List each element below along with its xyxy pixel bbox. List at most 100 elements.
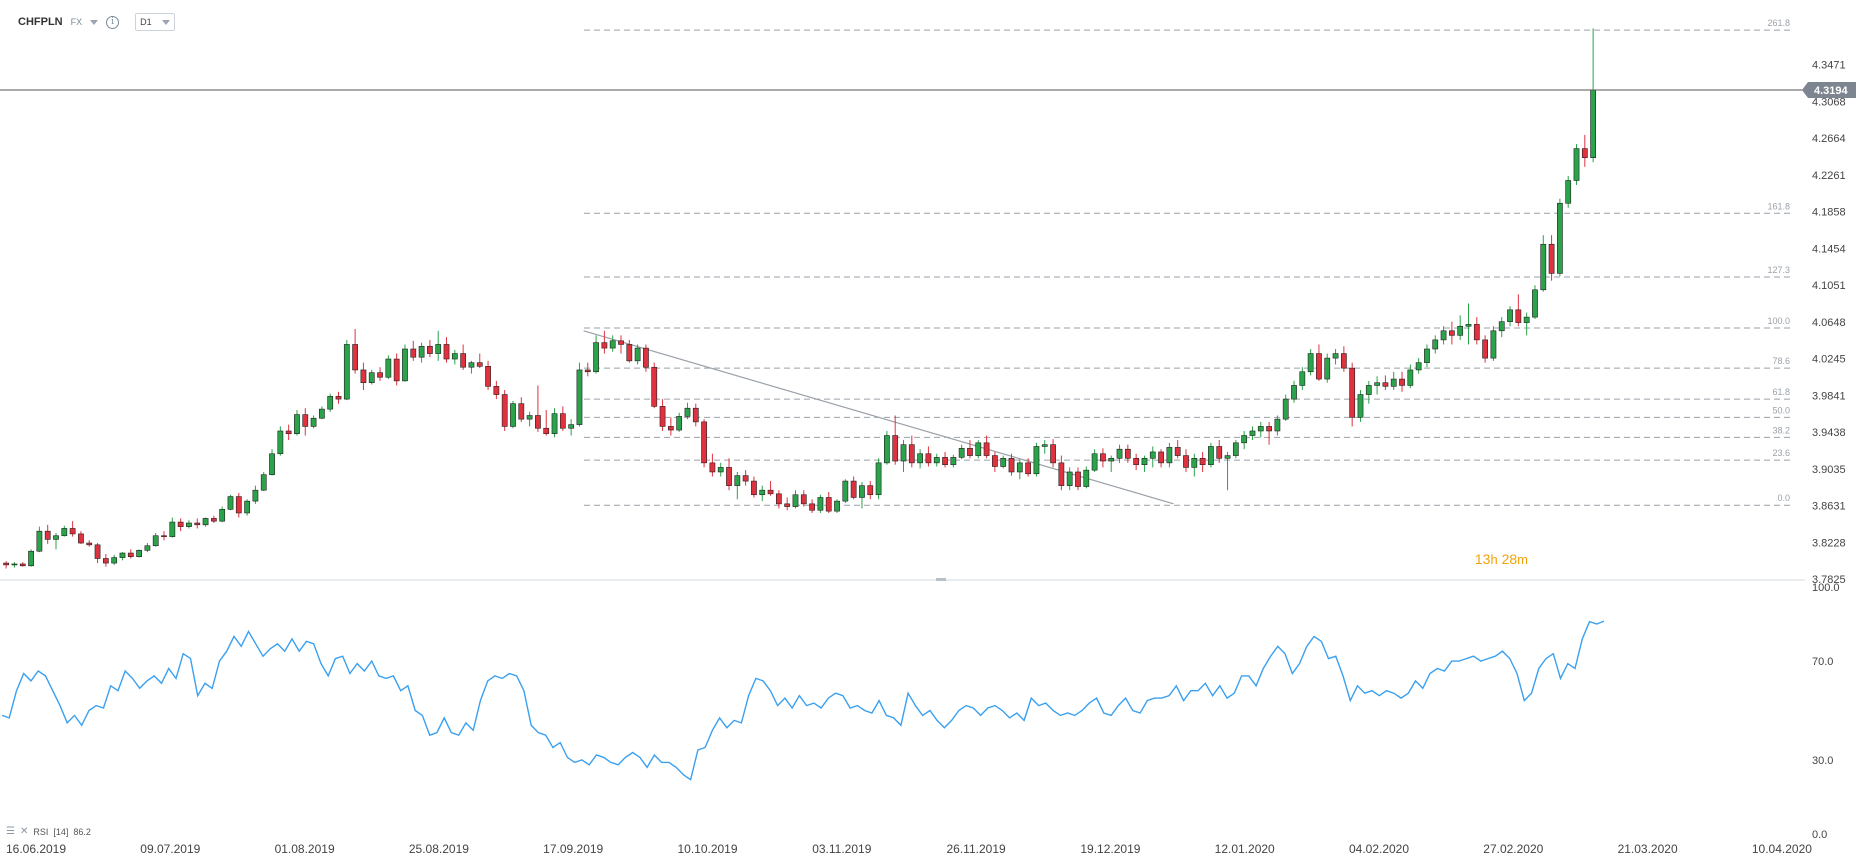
candle-body [792, 494, 799, 507]
candle [1141, 455, 1148, 472]
candle-body [86, 542, 93, 546]
candle [734, 471, 741, 500]
candle-body [892, 435, 899, 462]
candle-body [834, 500, 840, 512]
candle-body [169, 521, 176, 537]
candle [958, 444, 965, 460]
price-tick-label: 4.1051 [1812, 280, 1846, 292]
candle-body [800, 494, 807, 505]
candle-body [202, 518, 209, 526]
candle [36, 526, 43, 553]
candle-body [1149, 451, 1156, 459]
candle [1565, 175, 1572, 208]
candle-body [1174, 447, 1181, 456]
chevron-down-icon[interactable] [90, 19, 99, 25]
candle [1100, 448, 1106, 468]
candle-body [817, 497, 824, 511]
candle-body [111, 557, 118, 564]
rsi-tick-label: 100.0 [1812, 582, 1840, 594]
candle-body [451, 353, 458, 360]
candle-body [518, 403, 525, 420]
candle [1473, 317, 1480, 345]
countdown-minutes-unit: m [1517, 552, 1528, 567]
candle-body [393, 358, 400, 382]
candle [402, 344, 408, 382]
candle-body [94, 544, 101, 559]
candle [967, 440, 973, 459]
candle-body [418, 345, 425, 358]
candle-body [302, 414, 309, 427]
candle [111, 554, 118, 565]
pane-resize-handle [936, 578, 946, 581]
symbol-name[interactable]: CHFPLN [18, 16, 63, 28]
current-price-label: 4.3194 [1814, 85, 1849, 97]
candle [1573, 144, 1580, 186]
candle [1532, 285, 1538, 319]
candle [294, 410, 300, 436]
candle-body [1590, 89, 1597, 159]
candle-body [942, 457, 948, 465]
close-icon[interactable]: ✕ [19, 826, 29, 837]
candle [1299, 367, 1306, 390]
candle [867, 481, 874, 500]
candle-body [1257, 426, 1264, 432]
candle [1008, 453, 1015, 476]
candle [102, 553, 109, 567]
candle [510, 400, 516, 429]
candle-body [294, 414, 300, 435]
candle [1415, 358, 1422, 374]
settings-icon[interactable]: ☰ [6, 826, 15, 837]
price-tick-label: 4.1858 [1812, 207, 1846, 219]
candle-body [144, 545, 151, 551]
candle [576, 362, 583, 427]
candle [784, 497, 791, 511]
candle [767, 481, 774, 496]
candle-body [1133, 458, 1140, 465]
candle-body [161, 535, 167, 538]
candle [1581, 134, 1588, 167]
candle-body [1307, 353, 1314, 373]
candle-body [543, 427, 550, 435]
candle-body [1199, 458, 1206, 465]
candle [1357, 389, 1364, 422]
timeframe-select[interactable]: D1 [135, 13, 175, 31]
candle [1365, 380, 1372, 404]
rsi-period: [14] [53, 826, 69, 837]
candle-body [950, 457, 957, 465]
candle [759, 485, 766, 502]
fib-level-label: 261.8 [1767, 18, 1790, 28]
candle [169, 517, 176, 538]
candle [900, 440, 907, 472]
candle-body [576, 369, 583, 425]
candle-body [659, 406, 666, 427]
candle [634, 344, 641, 365]
date-tick-label: 01.08.2019 [275, 842, 335, 856]
candle [144, 543, 151, 553]
candle-body [343, 344, 350, 400]
candle [1498, 317, 1505, 338]
candle [1457, 315, 1464, 340]
candle-body [734, 475, 741, 486]
candle [1116, 444, 1123, 463]
candle [11, 562, 18, 568]
candle [618, 335, 624, 354]
candle-body [36, 530, 43, 552]
candle [1224, 451, 1231, 491]
candle-body [186, 522, 192, 527]
fib-level-label: 23.6 [1772, 448, 1790, 458]
candle [493, 380, 500, 400]
candle [1108, 455, 1115, 472]
candle-body [1274, 418, 1281, 432]
candle [1066, 467, 1073, 491]
candle-body [1000, 458, 1007, 467]
candle-body [53, 535, 59, 540]
chart-toolbar: CHFPLN FX i D1 [18, 12, 175, 32]
candle-body [1083, 469, 1090, 487]
candle [1050, 439, 1056, 468]
candle-body [19, 563, 26, 567]
info-icon[interactable]: i [106, 15, 120, 29]
candle-body [1058, 462, 1065, 486]
candle [127, 549, 134, 559]
date-axis: 16.06.2019 09.07.2019 01.08.2019 25.08.2019… [6, 842, 1812, 856]
